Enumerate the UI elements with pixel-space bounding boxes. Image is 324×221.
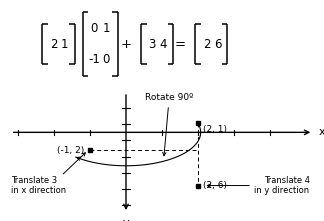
Text: 6: 6	[214, 38, 222, 51]
Text: 1: 1	[102, 22, 110, 35]
Text: x: x	[318, 127, 324, 137]
Text: (2, 6): (2, 6)	[203, 181, 227, 190]
Text: (-1, 2): (-1, 2)	[57, 146, 85, 154]
Text: =: =	[175, 38, 186, 51]
Text: Translate 4
in y direction: Translate 4 in y direction	[254, 176, 310, 195]
Text: 0: 0	[102, 53, 110, 66]
Text: 0: 0	[90, 22, 98, 35]
Text: 1: 1	[61, 38, 69, 51]
Text: Rotate 90º: Rotate 90º	[145, 93, 193, 156]
Text: 2: 2	[202, 38, 210, 51]
Text: Translate 3
in x direction: Translate 3 in x direction	[11, 176, 66, 195]
Text: -1: -1	[88, 53, 100, 66]
Text: +: +	[121, 38, 132, 51]
Text: 3: 3	[149, 38, 156, 51]
Text: y: y	[123, 218, 129, 221]
Text: 2: 2	[50, 38, 57, 51]
Text: (2, 1): (2, 1)	[203, 125, 227, 134]
Text: 4: 4	[160, 38, 168, 51]
